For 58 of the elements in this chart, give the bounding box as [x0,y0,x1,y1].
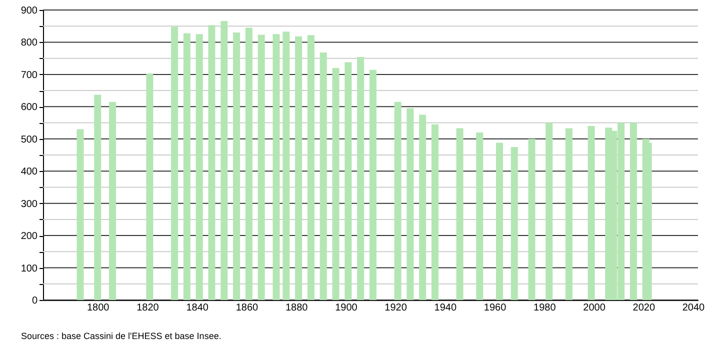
bar [282,32,290,300]
y-tick-label: 700 [20,70,38,81]
x-tick-label: 1800 [86,302,110,314]
y-tick-label: 900 [20,6,38,16]
bar [332,68,340,300]
x-tick-label: 2040 [682,302,706,314]
bar [406,108,414,300]
x-tick-label: 1980 [534,302,556,314]
bar [146,73,154,300]
bar [432,124,438,300]
x-tick-label: 2000 [583,302,606,314]
y-tick-label: 600 [20,102,38,114]
bar [419,114,426,300]
y-tick-label: 0 [32,296,38,306]
bar [208,25,216,300]
bar [295,36,302,300]
x-tick-label: 1860 [236,302,259,314]
bar [630,122,637,300]
bar [320,52,327,300]
x-tick-label: 1840 [186,302,209,314]
bar [109,102,116,300]
bar [546,122,553,300]
y-tick-label: 500 [20,134,38,146]
x-tick-label: 1960 [484,302,507,314]
x-tick-label: 1820 [136,302,160,314]
y-tick-label: 400 [20,166,38,178]
bar [94,94,102,300]
bar [196,34,203,300]
x-tick-label: 1940 [434,302,457,314]
bar [344,62,352,300]
bar [245,28,252,300]
bar [588,126,595,300]
bar [272,34,280,300]
source-note: Sources : base Cassini de l'EHESS et base Insee. [21,331,222,340]
x-tick-label: 1880 [285,302,308,314]
bar [183,33,190,300]
y-tick-label: 200 [20,231,38,242]
y-tick-label: 800 [20,38,38,49]
bar [171,26,178,300]
bar [258,34,265,300]
bar [496,142,503,300]
bar [565,128,572,300]
bar [528,138,536,300]
x-tick-label: 2020 [632,302,656,314]
bar [510,146,518,300]
bar [476,132,484,300]
bar [357,57,364,300]
bar [369,70,376,300]
bar [76,129,84,300]
bar [394,102,402,300]
bar [220,20,228,300]
bar [456,128,464,300]
bar [307,35,314,300]
x-tick-label: 1920 [384,302,408,314]
y-tick-label: 300 [20,198,38,210]
y-tick-label: 100 [20,263,38,274]
bar [233,32,240,300]
x-tick-label: 1900 [335,302,358,314]
